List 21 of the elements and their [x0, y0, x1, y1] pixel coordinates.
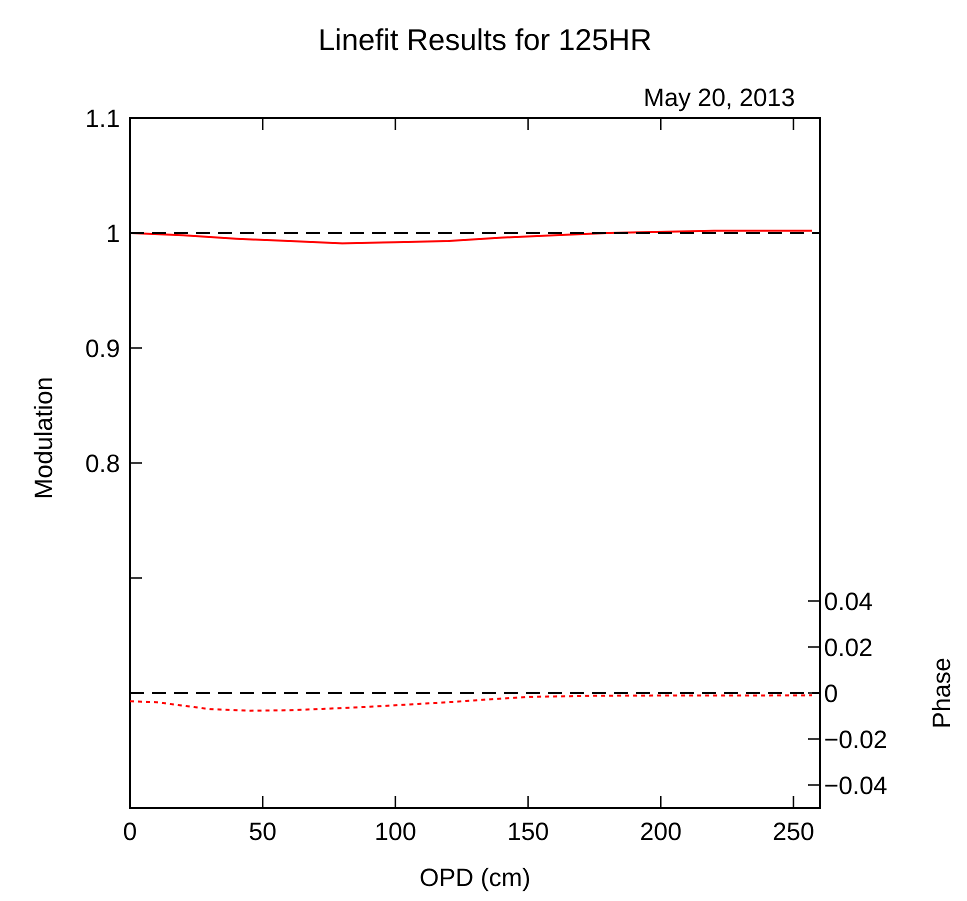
x-tick-label: 250: [772, 818, 814, 846]
y-tick-label: 1: [106, 220, 120, 248]
y2-tick-label: 0.02: [824, 634, 873, 662]
x-tick-label: 150: [507, 818, 549, 846]
y-tick-label: 0.8: [85, 450, 120, 478]
y2-tick-label: −0.04: [824, 772, 888, 800]
x-tick-label: 0: [123, 818, 137, 846]
x-tick-label: 100: [374, 818, 416, 846]
y2-tick-label: −0.02: [824, 726, 888, 754]
line-series: [129, 694, 814, 712]
y2-tick-label: 0.04: [824, 588, 873, 616]
y-axis-title: Modulation: [30, 376, 58, 500]
y-tick-label: 1.1: [85, 105, 120, 133]
y2-tick-label: 0: [824, 680, 838, 708]
x-tick-label: 200: [640, 818, 682, 846]
chart-subtitle: May 20, 2013: [644, 84, 795, 112]
y2-axis-title: Phase: [928, 658, 956, 728]
y-tick-label: 0.9: [85, 335, 120, 363]
chart-title: Linefit Results for 125HR: [318, 24, 652, 57]
x-tick-label: 50: [248, 818, 277, 846]
x-axis-title: OPD (cm): [419, 864, 531, 892]
